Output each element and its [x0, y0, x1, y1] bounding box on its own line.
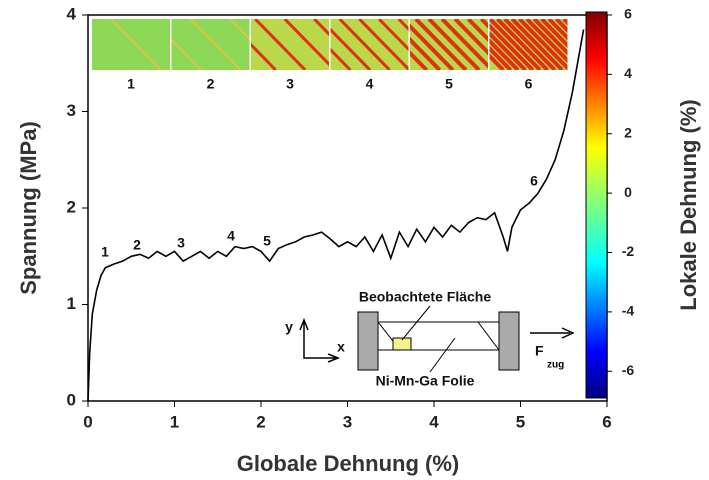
point-label: 2: [133, 237, 141, 253]
colorbar-tick-label: 2: [624, 124, 632, 140]
y-tick-label: 0: [67, 390, 76, 409]
x-tick-label: 4: [429, 412, 439, 431]
stripe: [540, 19, 568, 49]
point-label: 6: [530, 173, 538, 189]
stripe: [518, 19, 568, 70]
stripe: [547, 19, 568, 41]
stripe: [189, 19, 242, 70]
point-label: 1: [101, 244, 109, 260]
x-arrow-label: x: [337, 339, 345, 355]
stripe: [503, 19, 557, 70]
y-tick-label: 4: [67, 4, 77, 23]
stripe: [489, 38, 520, 70]
x-tick-label: 6: [602, 412, 611, 431]
grip: [357, 311, 379, 371]
x-tick-label: 3: [343, 412, 352, 431]
pointer: [401, 305, 431, 341]
colorbar-tick-label: -2: [622, 243, 635, 259]
axes-arrows: [299, 317, 341, 363]
stripe: [489, 19, 542, 70]
stripe: [254, 19, 307, 70]
point-label: 4: [227, 228, 235, 244]
stripe: [496, 19, 549, 70]
stripe: [410, 23, 455, 70]
stripe: [283, 19, 329, 67]
y-tick-label: 1: [67, 294, 76, 313]
y-tick-label: 3: [67, 101, 76, 120]
stripes: [171, 19, 250, 70]
image-label: 6: [525, 76, 533, 92]
colorbar-tick-label: 6: [624, 6, 632, 22]
pointer: [429, 337, 456, 373]
stripe: [489, 53, 505, 70]
stripe: [525, 19, 568, 64]
stripe: [532, 19, 568, 56]
stripe: [453, 19, 488, 56]
colorbar-tick-label: -6: [622, 362, 635, 378]
observed-area: [392, 337, 412, 351]
force-label: F: [535, 343, 544, 359]
colorbar-tick-label: 4: [624, 65, 632, 81]
grip: [498, 311, 520, 371]
stripe: [466, 19, 488, 42]
area-label: Beobachtete Fläche: [359, 289, 491, 305]
stripe: [313, 19, 329, 37]
stripe: [555, 19, 568, 34]
stripe: [427, 19, 481, 70]
stripe: [229, 19, 250, 41]
strain-image: [171, 19, 250, 70]
stripe: [110, 19, 162, 70]
y-tick-label: 2: [67, 197, 76, 216]
strain-images: [92, 19, 568, 70]
stripe: [414, 19, 468, 70]
foil-edge: [477, 321, 500, 351]
plot-frame: [87, 14, 608, 402]
stripe: [410, 36, 442, 70]
stripes: [251, 19, 329, 70]
stress-curve: [87, 29, 585, 402]
image-label: 1: [127, 76, 135, 92]
colorbar-tick-label: -4: [622, 303, 635, 319]
stripe: [358, 19, 409, 70]
stripe: [489, 23, 535, 70]
inset-diagram: Beobachtete Fläche Ni-Mn-Ga Folie y x F …: [285, 289, 575, 389]
stripe: [397, 19, 409, 32]
strain-image: [92, 19, 170, 70]
image-label: 2: [207, 76, 215, 92]
colorbar-tick-label: 0: [624, 184, 632, 200]
point-label: 5: [263, 233, 271, 249]
force-arrow: [530, 327, 575, 339]
stripe: [251, 42, 277, 70]
image-label: 5: [445, 76, 453, 92]
stripe: [489, 45, 512, 70]
stripe: [338, 19, 391, 70]
stripes: [330, 19, 409, 70]
stripe: [440, 19, 488, 69]
x-tick-label: 2: [256, 412, 265, 431]
x-axis-label: Globale Dehnung (%): [237, 451, 459, 476]
stripes: [110, 19, 162, 70]
stripe: [377, 19, 409, 52]
stripes: [410, 19, 488, 70]
image-label: 4: [366, 76, 374, 92]
colorbar: [585, 11, 608, 399]
y-arrow-label: y: [285, 319, 293, 335]
foil-label: Ni-Mn-Ga Folie: [376, 373, 475, 389]
stripe: [330, 27, 372, 70]
stripe: [510, 19, 564, 70]
stripe: [171, 38, 202, 70]
x-tick-label: 5: [516, 412, 525, 431]
stripe: [410, 50, 428, 70]
image-label: 3: [286, 76, 294, 92]
point-label: 3: [177, 235, 185, 251]
stripes: [489, 19, 568, 70]
y-axis-label: Spannung (MPa): [16, 121, 41, 295]
stripe: [330, 47, 352, 70]
colorbar-label: Lokale Dehnung (%): [676, 99, 701, 310]
force-subscript: zug: [547, 360, 564, 371]
x-tick-label: 0: [83, 412, 92, 431]
stripe: [489, 30, 527, 70]
x-tick-label: 1: [170, 412, 179, 431]
